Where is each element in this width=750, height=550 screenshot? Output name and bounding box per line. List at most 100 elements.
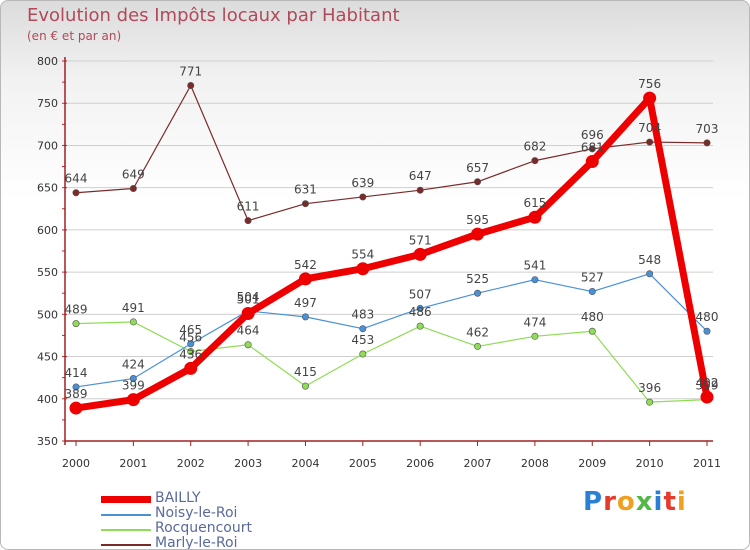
data-label-Marly-le-Roi-2001: 649 <box>122 168 145 182</box>
point-Rocquencourt-2003 <box>244 341 252 349</box>
point-Marly-le-Roi-2006 <box>416 186 424 194</box>
data-label-BAILLY-2002: 436 <box>179 347 202 361</box>
point-BAILLY-2001 <box>126 393 140 407</box>
x-tick-label-2004: 2004 <box>291 457 319 470</box>
point-Marly-le-Roi-2010 <box>646 138 654 146</box>
point-Rocquencourt-2007 <box>474 342 482 350</box>
data-label-Rocquencourt-2001: 491 <box>122 301 145 315</box>
y-tick-label-600: 600 <box>37 224 58 237</box>
x-tick-label-2000: 2000 <box>62 457 90 470</box>
point-Noisy-le-Roi-2006 <box>416 304 424 312</box>
data-label-BAILLY-2010: 756 <box>638 77 661 91</box>
y-tick-label-400: 400 <box>37 393 58 406</box>
data-label-BAILLY-2003: 501 <box>237 292 260 306</box>
point-Noisy-le-Roi-2001 <box>129 375 137 383</box>
data-label-Marly-le-Roi-2010: 704 <box>638 121 661 135</box>
legend-label: Noisy-le-Roi <box>155 505 238 521</box>
point-BAILLY-2009 <box>585 154 599 168</box>
data-label-Noisy-le-Roi-2005: 483 <box>351 308 374 322</box>
data-label-BAILLY-2005: 554 <box>351 248 374 262</box>
data-label-BAILLY-2000: 389 <box>65 387 88 401</box>
data-label-BAILLY-2006: 571 <box>409 233 432 247</box>
x-tick-label-2010: 2010 <box>636 457 664 470</box>
x-tick-label-2011: 2011 <box>693 457 721 470</box>
point-BAILLY-2005 <box>356 262 370 276</box>
data-label-Noisy-le-Roi-2001: 424 <box>122 358 145 372</box>
data-label-Rocquencourt-2002: 456 <box>179 330 202 344</box>
point-Noisy-le-Roi-2008 <box>531 276 539 284</box>
x-tick-label-2006: 2006 <box>406 457 434 470</box>
y-tick-label-550: 550 <box>37 266 58 279</box>
point-Rocquencourt-2002 <box>187 347 195 355</box>
x-tick-label-2002: 2002 <box>177 457 205 470</box>
data-label-Rocquencourt-2009: 480 <box>581 310 604 324</box>
legend-swatch <box>101 496 151 503</box>
x-tick-label-2009: 2009 <box>578 457 606 470</box>
point-Marly-le-Roi-2009 <box>588 145 596 153</box>
point-Rocquencourt-2004 <box>301 382 309 390</box>
data-label-Marly-le-Roi-2004: 631 <box>294 183 317 197</box>
data-label-Noisy-le-Roi-2003: 504 <box>237 290 260 304</box>
point-BAILLY-2003 <box>241 306 255 320</box>
point-BAILLY-2011 <box>700 390 714 404</box>
point-Noisy-le-Roi-2010 <box>646 270 654 278</box>
data-label-Marly-le-Roi-2003: 611 <box>237 200 260 214</box>
point-Rocquencourt-2006 <box>416 322 424 330</box>
point-Marly-le-Roi-2007 <box>474 178 482 186</box>
point-Rocquencourt-2001 <box>129 318 137 326</box>
point-Noisy-le-Roi-2000 <box>72 383 80 391</box>
chart-subtitle: (en € et par an) <box>27 29 122 43</box>
point-BAILLY-2000 <box>69 401 83 415</box>
legend-swatch <box>101 514 151 516</box>
data-label-Rocquencourt-2005: 453 <box>351 333 374 347</box>
point-BAILLY-2007 <box>471 227 485 241</box>
data-label-Rocquencourt-2008: 474 <box>523 315 546 329</box>
legend-swatch <box>101 544 151 546</box>
y-tick-label-450: 450 <box>37 351 58 364</box>
data-label-Rocquencourt-2003: 464 <box>237 324 260 338</box>
legend-label: BAILLY <box>155 490 201 506</box>
point-Marly-le-Roi-2005 <box>359 193 367 201</box>
x-tick-label-2003: 2003 <box>234 457 262 470</box>
data-label-Marly-le-Roi-2009: 696 <box>581 128 604 142</box>
chart-title: Evolution des Impôts locaux par Habitant <box>27 5 400 26</box>
y-tick-label-650: 650 <box>37 182 58 195</box>
point-Marly-le-Roi-2000 <box>72 189 80 197</box>
data-label-Marly-le-Roi-2000: 644 <box>65 172 88 186</box>
logo-letter: P <box>583 487 604 517</box>
data-label-Marly-le-Roi-2006: 647 <box>409 169 432 183</box>
x-tick-label-2007: 2007 <box>464 457 492 470</box>
data-label-BAILLY-2004: 542 <box>294 258 317 272</box>
data-label-Rocquencourt-2004: 415 <box>294 365 317 379</box>
data-label-Rocquencourt-2007: 462 <box>466 325 489 339</box>
data-label-Noisy-le-Roi-2008: 541 <box>523 259 546 273</box>
point-Rocquencourt-2000 <box>72 320 80 328</box>
y-tick-label-500: 500 <box>37 308 58 321</box>
data-label-Noisy-le-Roi-2007: 525 <box>466 272 489 286</box>
point-Marly-le-Roi-2004 <box>301 200 309 208</box>
data-label-Rocquencourt-2011: 399 <box>696 379 719 393</box>
data-label-Noisy-le-Roi-2009: 527 <box>581 271 604 285</box>
proxiti-logo: Proxiti <box>583 487 687 517</box>
x-tick-label-2001: 2001 <box>119 457 147 470</box>
data-label-Noisy-le-Roi-2002: 465 <box>179 323 202 337</box>
point-Noisy-le-Roi-2004 <box>301 313 309 321</box>
data-label-BAILLY-2011: 402 <box>696 376 719 390</box>
series-line-BAILLY <box>72 94 711 412</box>
point-Rocquencourt-2010 <box>646 398 654 406</box>
y-tick-label-750: 750 <box>37 97 58 110</box>
y-tick-label-350: 350 <box>37 435 58 448</box>
legend-label: Rocquencourt <box>155 520 252 536</box>
logo-letter: i <box>676 487 687 517</box>
data-label-BAILLY-2001: 399 <box>122 379 145 393</box>
legend-swatch <box>101 529 151 531</box>
point-Rocquencourt-2009 <box>588 327 596 335</box>
data-label-Noisy-le-Roi-2004: 497 <box>294 296 317 310</box>
axes: 350 400 450 500 550 600 650 700 750 800 2000 2001 20… <box>37 55 721 470</box>
point-Marly-le-Roi-2001 <box>129 185 137 193</box>
data-label-Marly-le-Roi-2007: 657 <box>466 161 489 175</box>
series-line-Rocquencourt <box>75 321 708 403</box>
x-tick-label-2005: 2005 <box>349 457 377 470</box>
point-Noisy-le-Roi-2009 <box>588 288 596 296</box>
